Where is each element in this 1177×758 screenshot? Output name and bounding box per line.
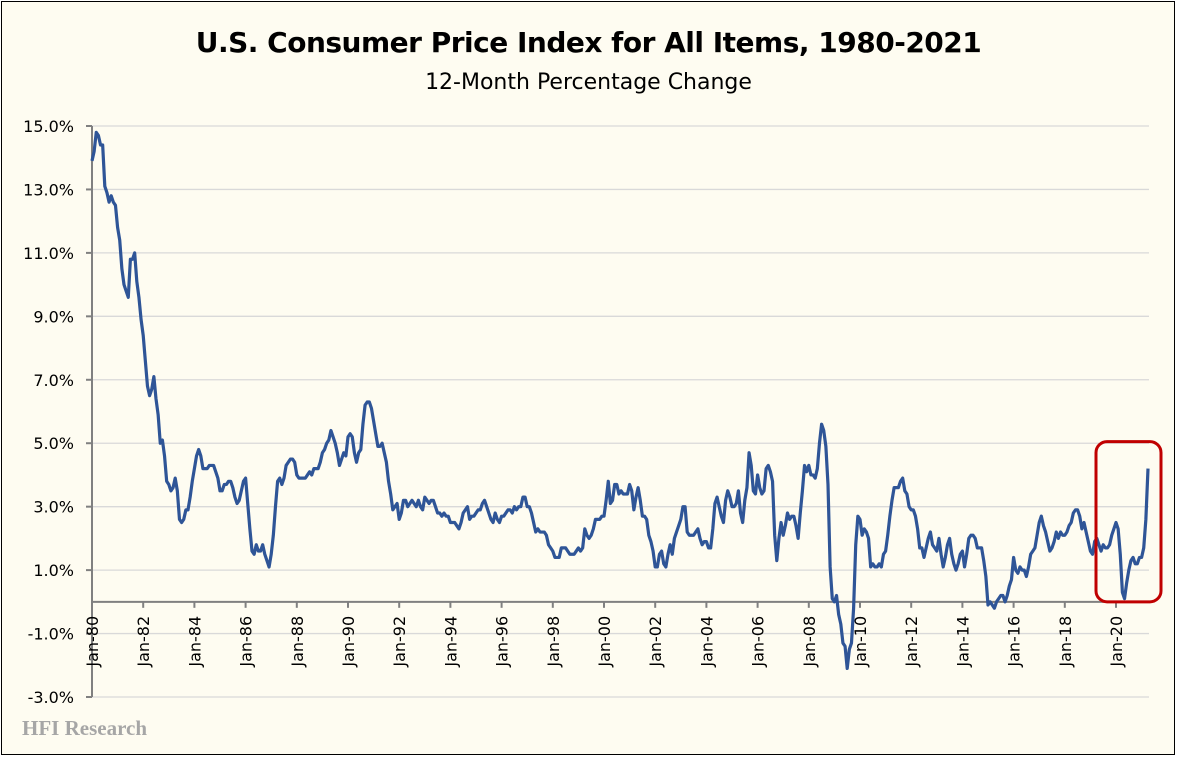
y-tick-label: -3.0% bbox=[28, 688, 74, 707]
x-tick-label: Jan-14 bbox=[953, 616, 972, 668]
y-tick-label: 5.0% bbox=[33, 434, 74, 453]
x-tick-label: Jan-12 bbox=[902, 616, 921, 668]
y-tick-label: 7.0% bbox=[33, 371, 74, 390]
x-tick-label: Jan-10 bbox=[851, 616, 870, 668]
x-tick-label: Jan-08 bbox=[800, 616, 819, 668]
y-tick-label: 15.0% bbox=[23, 117, 74, 136]
x-tick-label: Jan-98 bbox=[544, 616, 563, 668]
x-axis: Jan-80 Jan-82 Jan-84 Jan-86 Jan-88 Jan-90 Jan-… bbox=[83, 600, 1149, 668]
x-tick-label: Jan-96 bbox=[493, 616, 512, 668]
highlight-annotation bbox=[1094, 440, 1163, 604]
x-tick-label: Jan-16 bbox=[1005, 616, 1024, 668]
x-tick-label: Jan-18 bbox=[1056, 616, 1075, 668]
x-tick-label: Jan-90 bbox=[339, 616, 358, 668]
cpi-line bbox=[90, 130, 1150, 671]
gridlines bbox=[92, 125, 1149, 698]
x-tick-label: Jan-06 bbox=[749, 616, 768, 668]
highlight-box bbox=[1094, 440, 1163, 604]
x-tick-label: Jan-94 bbox=[441, 616, 460, 668]
y-axis-ticks: 15.0% 13.0% 11.0% 9.0% 7.0% 5.0% 3.0% 1.0% -1.0%… bbox=[23, 117, 93, 707]
x-tick-label: Jan-88 bbox=[288, 616, 307, 668]
y-tick-label: 11.0% bbox=[23, 244, 74, 263]
y-tick-label: 13.0% bbox=[23, 180, 74, 199]
y-tick-label: -1.0% bbox=[28, 625, 74, 644]
watermark-hfi-research: HFI Research bbox=[22, 716, 148, 740]
x-tick-label: Jan-80 bbox=[83, 616, 102, 668]
x-tick-label: Jan-00 bbox=[595, 616, 614, 668]
x-tick-label: Jan-92 bbox=[390, 616, 409, 668]
y-tick-label: 3.0% bbox=[33, 498, 74, 517]
y-tick-label: 1.0% bbox=[33, 561, 74, 580]
x-tick-label: Jan-04 bbox=[697, 616, 716, 668]
x-tick-label: Jan-86 bbox=[237, 616, 256, 668]
chart-title: U.S. Consumer Price Index for All Items,… bbox=[195, 26, 982, 59]
cpi-series bbox=[90, 130, 1150, 671]
x-tick-label: Jan-02 bbox=[646, 616, 665, 668]
x-tick-label: Jan-20 bbox=[1107, 616, 1126, 668]
chart-subtitle: 12-Month Percentage Change bbox=[425, 70, 752, 95]
y-tick-label: 9.0% bbox=[33, 307, 74, 326]
x-tick-label: Jan-84 bbox=[185, 616, 204, 668]
x-tick-label: Jan-82 bbox=[134, 616, 153, 668]
